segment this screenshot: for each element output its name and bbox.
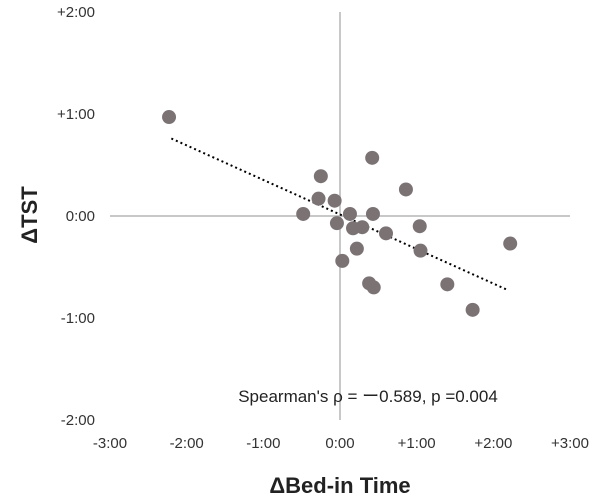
y-tick-label: +1:00 xyxy=(57,106,95,123)
data-point xyxy=(465,302,480,317)
x-axis-title: ΔBed-in Time xyxy=(269,473,410,498)
data-point xyxy=(342,206,357,221)
data-point xyxy=(440,277,455,292)
y-axis-title: ΔTST xyxy=(17,186,42,244)
data-point xyxy=(296,206,311,221)
x-tick-labels: -3:00 -2:00 -1:00 0:00 +1:00 +2:00 +3:00 xyxy=(93,435,589,452)
y-tick-labels: -2:00 -1:00 0:00 +1:00 +2:00 xyxy=(57,4,95,429)
x-tick-label: +2:00 xyxy=(474,435,512,452)
data-point xyxy=(313,169,328,184)
data-point xyxy=(366,280,381,295)
y-tick-label: -2:00 xyxy=(61,412,95,429)
data-point xyxy=(311,191,326,206)
y-tick-label: +2:00 xyxy=(57,4,95,21)
data-point xyxy=(162,110,177,125)
data-point xyxy=(379,226,393,241)
y-tick-label: -1:00 xyxy=(61,310,95,327)
y-tick-label: 0:00 xyxy=(66,208,95,225)
x-tick-label: -1:00 xyxy=(246,435,280,452)
axes xyxy=(110,12,570,420)
data-points xyxy=(162,110,518,317)
data-point xyxy=(327,193,342,208)
spearman-annotation: Spearman's ρ = ー0.589, p =0.004 xyxy=(238,387,498,406)
x-tick-label: +1:00 xyxy=(398,435,436,452)
data-point xyxy=(355,220,370,235)
x-tick-label: 0:00 xyxy=(325,435,354,452)
x-tick-label: -2:00 xyxy=(170,435,204,452)
data-point xyxy=(503,236,518,251)
data-point xyxy=(335,253,350,268)
data-point xyxy=(365,150,380,165)
data-point xyxy=(365,206,380,221)
data-point xyxy=(413,243,428,258)
x-tick-label: +3:00 xyxy=(551,435,589,452)
x-tick-label: -3:00 xyxy=(93,435,127,452)
data-point xyxy=(398,182,413,197)
data-point xyxy=(349,241,364,256)
data-point xyxy=(329,216,344,231)
trend-line xyxy=(170,137,510,292)
data-point xyxy=(412,219,427,234)
